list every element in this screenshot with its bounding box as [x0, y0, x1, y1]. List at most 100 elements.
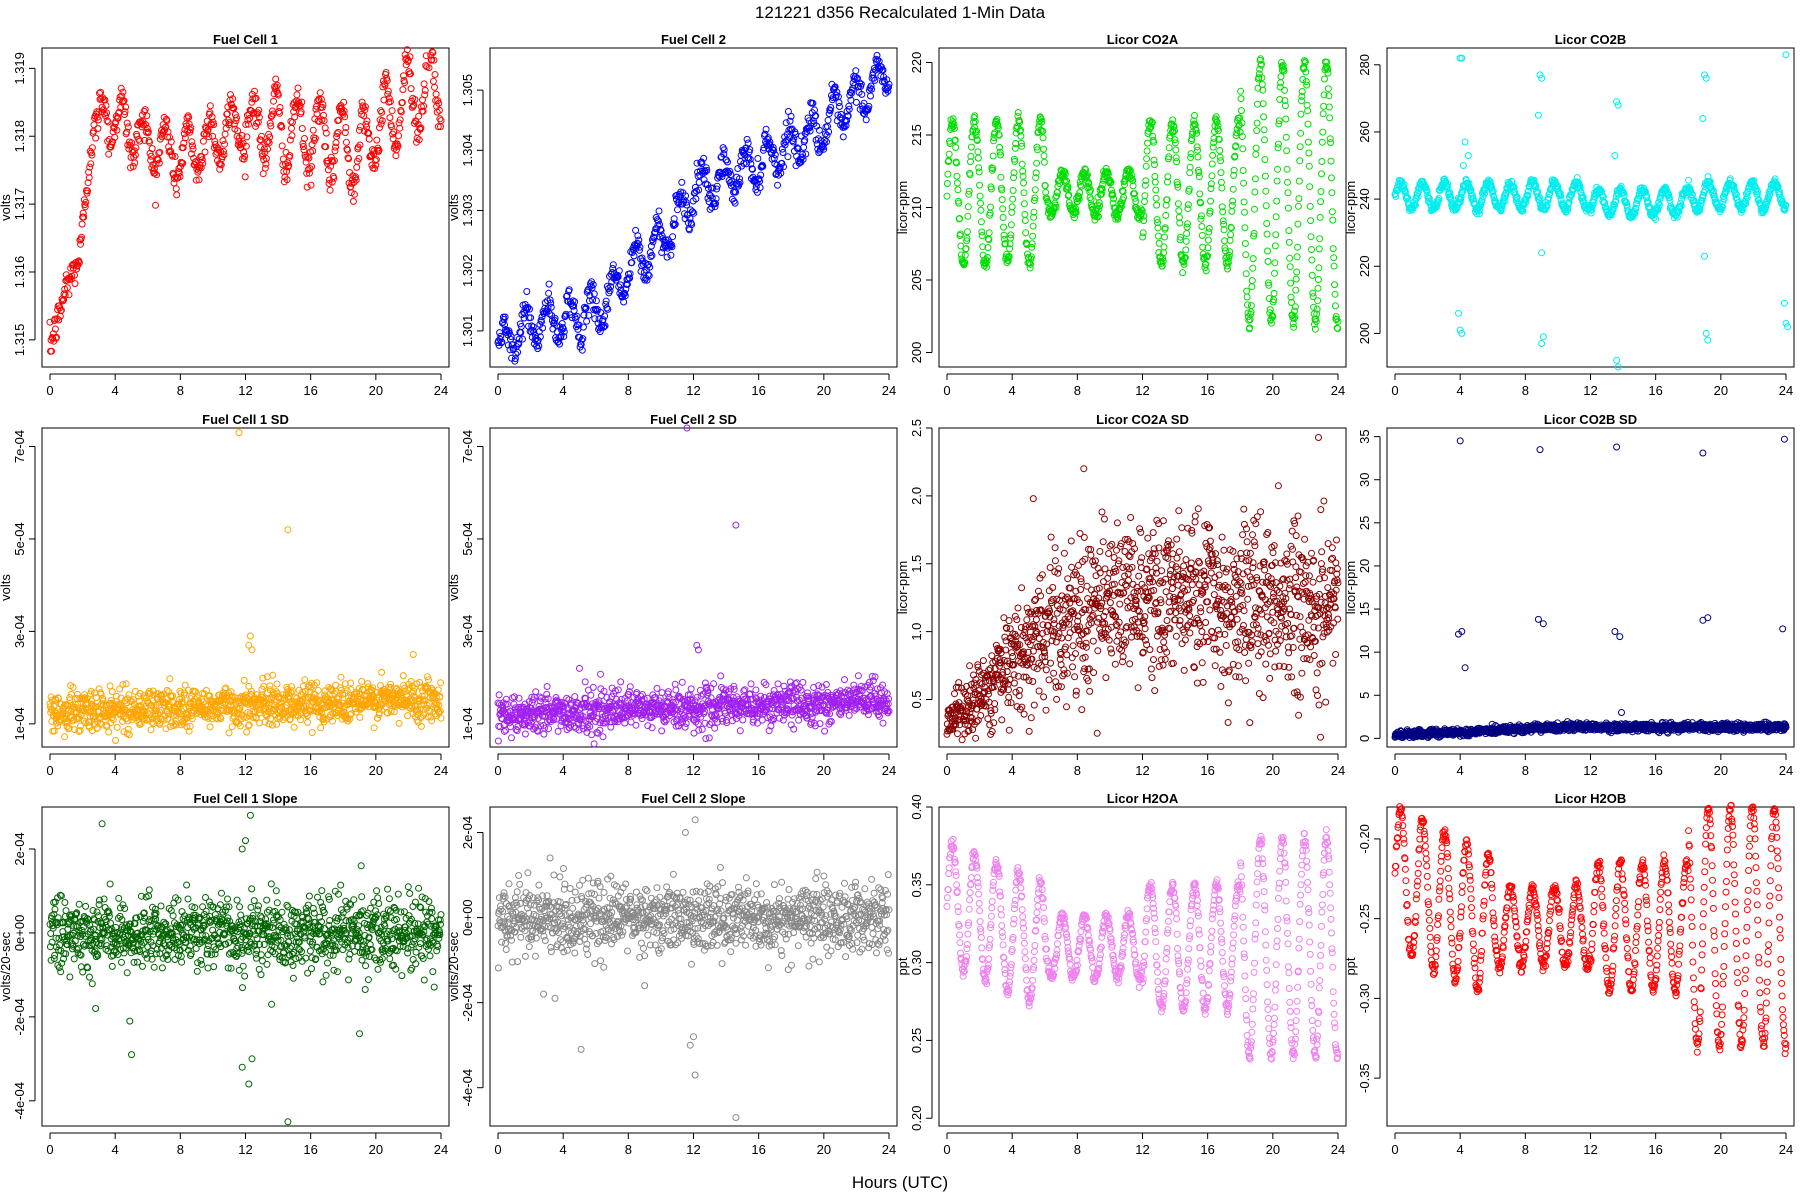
data-point	[328, 157, 336, 164]
data-point	[635, 246, 643, 254]
data-point	[689, 208, 697, 216]
data-point	[1259, 100, 1267, 108]
data-point	[240, 148, 248, 156]
data-point	[856, 79, 864, 87]
data-point	[314, 686, 322, 694]
data-point	[1291, 303, 1299, 311]
data-point	[771, 151, 779, 159]
data-point	[1318, 138, 1326, 146]
data-point	[977, 218, 985, 226]
data-point	[998, 196, 1006, 204]
data-point	[61, 733, 69, 741]
data-point	[436, 115, 444, 123]
data-point	[229, 95, 237, 103]
data-point	[751, 175, 759, 183]
panel-title: Licor CO2B	[1555, 32, 1627, 47]
data-point	[1292, 275, 1300, 283]
data-point	[707, 192, 715, 200]
data-point	[1315, 245, 1323, 253]
data-point	[645, 272, 653, 280]
y-axis-label: volts	[0, 194, 13, 221]
data-point	[163, 686, 171, 694]
data-point	[213, 148, 221, 156]
data-point	[409, 651, 417, 658]
data-point	[1237, 107, 1245, 115]
data-point	[1240, 198, 1248, 206]
data-point	[582, 304, 590, 312]
data-point	[1271, 269, 1278, 277]
data-point	[824, 116, 832, 124]
data-point	[1284, 204, 1292, 212]
data-point	[545, 725, 552, 733]
data-point	[517, 323, 525, 330]
data-point	[575, 321, 583, 329]
data-point	[286, 152, 294, 159]
data-point	[977, 199, 984, 207]
data-point	[589, 683, 597, 691]
y-tick-label: 215	[909, 124, 924, 146]
data-point	[352, 176, 360, 184]
data-point	[264, 145, 271, 153]
data-point	[429, 77, 437, 85]
data-point	[592, 297, 600, 305]
data-point	[827, 92, 835, 99]
data-point	[330, 157, 338, 165]
data-point	[233, 114, 240, 122]
data-point	[1182, 237, 1190, 245]
data-point	[1308, 246, 1315, 253]
data-point	[1141, 198, 1148, 205]
data-point	[84, 179, 92, 187]
data-point	[711, 203, 719, 211]
data-point	[583, 317, 591, 325]
data-point	[1141, 192, 1149, 200]
data-point	[57, 306, 65, 314]
data-point	[799, 155, 807, 163]
data-point	[977, 206, 985, 214]
data-point	[985, 229, 993, 237]
data-point	[1459, 162, 1467, 169]
data-point	[273, 680, 281, 688]
data-point	[406, 53, 414, 61]
data-point	[152, 201, 159, 209]
data-point	[407, 85, 415, 93]
data-point	[118, 98, 126, 106]
data-point	[1182, 246, 1190, 254]
data-point	[565, 286, 573, 294]
data-point	[585, 297, 593, 305]
data-point	[206, 102, 214, 110]
data-point	[620, 298, 628, 306]
data-point	[66, 273, 74, 281]
data-point	[1277, 79, 1285, 87]
data-point	[857, 80, 865, 88]
data-point	[129, 163, 137, 170]
data-point	[1325, 103, 1333, 111]
data-point	[546, 310, 554, 318]
data-point	[762, 125, 770, 133]
x-tick-label: 12	[238, 383, 252, 398]
data-point	[678, 200, 686, 208]
data-point	[120, 97, 128, 105]
data-point	[507, 723, 514, 731]
y-axis-label: licor-ppm	[1343, 181, 1358, 234]
data-point	[235, 429, 243, 437]
data-point	[1020, 189, 1028, 197]
data-point	[954, 186, 962, 194]
x-tick-label: 20	[1266, 383, 1280, 398]
data-point	[1294, 243, 1302, 251]
data-point	[71, 280, 79, 288]
data-point	[108, 141, 115, 149]
data-point	[308, 729, 316, 736]
data-point	[106, 682, 114, 690]
data-point	[394, 142, 402, 150]
data-point	[634, 232, 642, 240]
data-point	[568, 314, 576, 322]
data-point	[545, 280, 553, 288]
data-point	[427, 56, 435, 64]
data-point	[325, 180, 333, 187]
data-points	[494, 51, 893, 365]
data-point	[156, 148, 164, 156]
data-point	[556, 340, 563, 348]
data-point	[290, 723, 298, 731]
data-point	[1209, 151, 1217, 159]
data-point	[987, 203, 994, 211]
